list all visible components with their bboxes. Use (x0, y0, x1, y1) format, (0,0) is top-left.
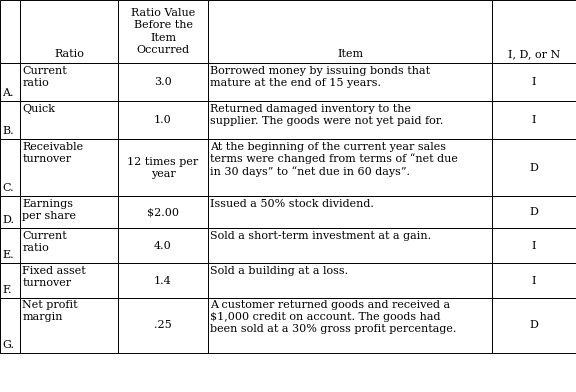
Bar (208, 263, 492, 298)
Text: I: I (532, 241, 536, 250)
Bar (0, 63, 20, 101)
Text: Item: Item (337, 49, 363, 59)
Bar (20, 101, 118, 139)
Bar (118, 101, 208, 139)
Bar (208, 298, 492, 353)
Text: Issued a 50% stock dividend.: Issued a 50% stock dividend. (210, 198, 374, 209)
Text: F.: F. (2, 285, 12, 295)
Text: Quick: Quick (22, 103, 55, 114)
Bar (20, 263, 118, 298)
Bar (20, 228, 118, 263)
Bar (208, 196, 492, 228)
Text: D: D (529, 207, 539, 217)
Bar (118, 228, 208, 263)
Text: 12 times per
year: 12 times per year (127, 156, 199, 178)
Bar (0, 196, 20, 228)
Bar (20, 196, 118, 228)
Bar (492, 298, 576, 353)
Text: Receivable
turnover: Receivable turnover (22, 142, 84, 163)
Text: C.: C. (2, 183, 14, 193)
Bar (20, 298, 118, 353)
Text: Sold a building at a loss.: Sold a building at a loss. (210, 265, 348, 276)
Text: D: D (529, 321, 539, 330)
Text: Net profit
margin: Net profit margin (22, 301, 78, 323)
Bar (492, 196, 576, 228)
Text: D.: D. (2, 215, 14, 225)
Bar (208, 0, 492, 63)
Bar (492, 63, 576, 101)
Text: I: I (532, 276, 536, 285)
Text: A.: A. (2, 88, 14, 98)
Text: $2.00: $2.00 (147, 207, 179, 217)
Bar (208, 63, 492, 101)
Text: Earnings
per share: Earnings per share (22, 198, 77, 221)
Bar (0, 228, 20, 263)
Text: Ratio: Ratio (54, 49, 84, 59)
Text: At the beginning of the current year sales
terms were changed from terms of “net: At the beginning of the current year sal… (210, 142, 458, 178)
Bar (20, 139, 118, 196)
Bar (492, 263, 576, 298)
Bar (492, 0, 576, 63)
Bar (118, 298, 208, 353)
Text: Returned damaged inventory to the
supplier. The goods were not yet paid for.: Returned damaged inventory to the suppli… (210, 103, 444, 125)
Text: 4.0: 4.0 (154, 241, 172, 250)
Bar (492, 101, 576, 139)
Text: .25: .25 (154, 321, 172, 330)
Bar (208, 139, 492, 196)
Bar (118, 0, 208, 63)
Bar (20, 63, 118, 101)
Text: Current
ratio: Current ratio (22, 65, 67, 87)
Bar (0, 101, 20, 139)
Text: I: I (532, 115, 536, 125)
Text: B.: B. (2, 126, 14, 136)
Text: Ratio Value
Before the
Item
Occurred: Ratio Value Before the Item Occurred (131, 8, 195, 55)
Text: Fixed asset
turnover: Fixed asset turnover (22, 265, 86, 287)
Text: Sold a short-term investment at a gain.: Sold a short-term investment at a gain. (210, 230, 431, 241)
Text: Current
ratio: Current ratio (22, 230, 67, 252)
Bar (118, 63, 208, 101)
Bar (208, 101, 492, 139)
Text: 1.0: 1.0 (154, 115, 172, 125)
Bar (0, 139, 20, 196)
Bar (118, 263, 208, 298)
Text: 3.0: 3.0 (154, 77, 172, 87)
Bar (0, 0, 20, 63)
Bar (0, 263, 20, 298)
Text: E.: E. (2, 250, 14, 260)
Bar (208, 228, 492, 263)
Bar (20, 0, 118, 63)
Bar (118, 196, 208, 228)
Text: I, D, or N: I, D, or N (508, 49, 560, 59)
Bar (492, 139, 576, 196)
Bar (0, 298, 20, 353)
Text: A customer returned goods and received a
$1,000 credit on account. The goods had: A customer returned goods and received a… (210, 301, 457, 334)
Text: I: I (532, 77, 536, 87)
Text: 1.4: 1.4 (154, 276, 172, 285)
Text: Borrowed money by issuing bonds that
mature at the end of 15 years.: Borrowed money by issuing bonds that mat… (210, 65, 431, 87)
Text: D: D (529, 163, 539, 172)
Bar (118, 139, 208, 196)
Text: G.: G. (2, 340, 14, 350)
Bar (492, 228, 576, 263)
